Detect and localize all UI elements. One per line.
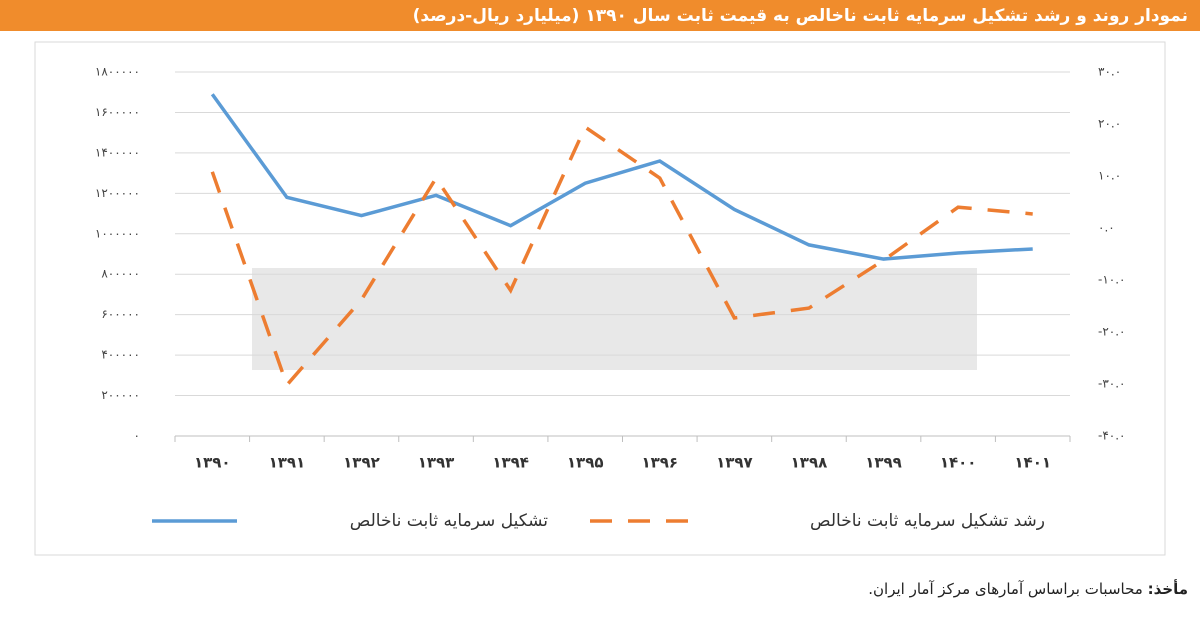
x-tick-label: ۱۳۹۲ bbox=[343, 454, 380, 472]
series-line bbox=[210, 93, 1033, 261]
x-tick-label: ۱۳۹۷ bbox=[716, 454, 753, 472]
y2-tick-label: -۴۰.۰ bbox=[1098, 429, 1125, 443]
y-tick-label: ۶۰۰۰۰۰ bbox=[101, 307, 140, 321]
chart: نمودار روند و رشد تشکیل سرمایه ثابت ناخا… bbox=[0, 0, 1200, 556]
y2-tick-label: -۳۰.۰ bbox=[1098, 377, 1125, 391]
y-tick-label: ۱۲۰۰۰۰۰ bbox=[95, 186, 140, 200]
x-tick-label: ۱۴۰۱ bbox=[1014, 454, 1051, 472]
header-bar bbox=[0, 0, 1200, 31]
y-tick-label: ۸۰۰۰۰۰ bbox=[101, 267, 140, 281]
y2-tick-label: -۱۰.۰ bbox=[1098, 273, 1125, 287]
watermark bbox=[252, 268, 977, 370]
source-note: مأخذ: محاسبات براساس آمارهای مرکز آمار ا… bbox=[868, 580, 1188, 598]
y-tick-label: ۱۴۰۰۰۰۰ bbox=[95, 145, 140, 159]
x-tick-label: ۱۳۹۶ bbox=[641, 454, 678, 472]
chart-frame bbox=[34, 41, 1166, 556]
y2-tick-label: ۱۰.۰ bbox=[1098, 169, 1121, 183]
x-tick-label: ۱۳۹۵ bbox=[567, 454, 604, 472]
legend-label: تشکیل سرمایه ثابت ناخالص bbox=[350, 511, 548, 531]
y-tick-label: ۱۸۰۰۰۰۰ bbox=[95, 65, 140, 79]
source-text: محاسبات براساس آمارهای مرکز آمار ایران. bbox=[868, 580, 1143, 598]
x-tick-label: ۱۳۹۸ bbox=[791, 454, 828, 472]
y-tick-label: ۱۰۰۰۰۰۰ bbox=[95, 226, 140, 240]
y2-tick-label: -۲۰.۰ bbox=[1098, 325, 1125, 339]
y2-tick-label: ۲۰.۰ bbox=[1098, 117, 1121, 131]
x-tick-label: ۱۴۰۰ bbox=[940, 454, 977, 472]
chart-title: نمودار روند و رشد تشکیل سرمایه ثابت ناخا… bbox=[413, 6, 1188, 26]
y-tick-label: ۰ bbox=[134, 429, 140, 443]
x-tick-label: ۱۳۹۴ bbox=[492, 454, 529, 472]
y-tick-label: ۴۰۰۰۰۰ bbox=[101, 348, 140, 362]
x-tick-label: ۱۳۹۱ bbox=[269, 454, 306, 472]
x-tick-label: ۱۳۹۰ bbox=[194, 454, 231, 472]
x-tick-label: ۱۳۹۳ bbox=[418, 454, 455, 472]
y-tick-label: ۲۰۰۰۰۰ bbox=[101, 388, 140, 402]
legend-label: رشد تشکیل سرمایه ثابت ناخالص bbox=[810, 511, 1045, 531]
y2-tick-label: ۰.۰ bbox=[1098, 221, 1115, 235]
y2-tick-label: ۳۰.۰ bbox=[1098, 65, 1121, 79]
x-tick-label: ۱۳۹۹ bbox=[865, 454, 902, 472]
y-tick-label: ۱۶۰۰۰۰۰ bbox=[95, 105, 140, 119]
source-label: مأخذ: bbox=[1147, 580, 1188, 598]
series-line bbox=[210, 124, 1033, 389]
